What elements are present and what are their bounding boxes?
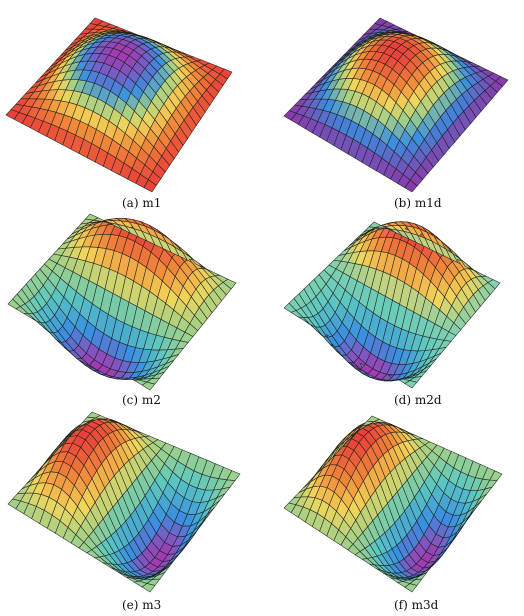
caption-m3d: (f) m3d: [394, 598, 439, 612]
surface-plot-m3: [7, 411, 241, 593]
surface-mesh-cell: [487, 279, 501, 290]
caption-m1: (a) m1: [122, 196, 162, 210]
panel-a: (a) m1: [0, 0, 262, 210]
caption-m2d: (d) m2d: [394, 393, 442, 407]
surface-plot-m1: [5, 17, 233, 193]
caption-m1d: (b) m1d: [394, 196, 442, 210]
surface-mesh-cell: [222, 278, 237, 290]
panel-e: (e) m3: [0, 404, 262, 616]
surface-plot-m2: [7, 213, 237, 391]
surface-mesh-cell: [489, 470, 503, 481]
panel-f: (f) m3d: [262, 404, 524, 616]
panel-d: (d) m2d: [262, 208, 524, 408]
surface-plot-m3d: [283, 415, 503, 593]
caption-m3: (e) m3: [122, 598, 162, 612]
surface-mesh-cell: [495, 76, 509, 87]
caption-m2: (c) m2: [122, 393, 161, 407]
surface-mesh-cell: [226, 470, 241, 481]
surface-plot-m2d: [283, 221, 501, 389]
surface-mesh-cell: [219, 68, 233, 80]
panel-c: (c) m2: [0, 208, 262, 408]
surface-plot-m1d: [283, 17, 509, 193]
panel-b: (b) m1d: [262, 0, 524, 210]
